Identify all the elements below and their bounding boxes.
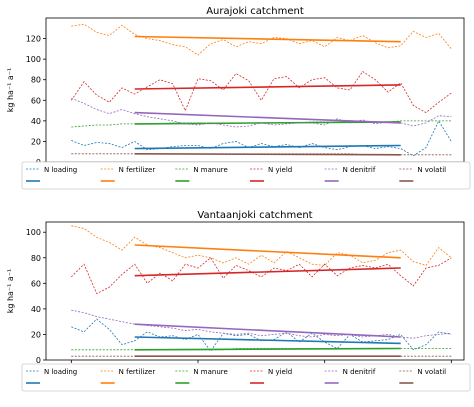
series-line-trend bbox=[134, 267, 401, 277]
y-tick-label: 40 bbox=[31, 117, 41, 126]
y-tick-label: 120 bbox=[26, 35, 41, 44]
y-axis-label: kg ha⁻¹ a⁻¹ bbox=[6, 269, 15, 314]
legend-label: N denitrif bbox=[343, 166, 376, 174]
y-tick-label: 20 bbox=[31, 137, 41, 146]
chart-title: Vantaanjoki catchment bbox=[197, 210, 312, 221]
y-tick-label: 100 bbox=[26, 228, 41, 237]
legend: N loading N fertilizer N manure N yield N de… bbox=[21, 161, 471, 190]
series-line-trend bbox=[134, 336, 401, 345]
legend-label: N denitrif bbox=[343, 368, 376, 376]
legend-frame bbox=[21, 363, 471, 392]
series-line-trend bbox=[134, 121, 401, 125]
y-tick-label: 100 bbox=[26, 55, 41, 64]
legend-label: N loading bbox=[44, 166, 77, 174]
series-line-annual bbox=[71, 23, 452, 56]
y-tick-label: 80 bbox=[31, 76, 41, 85]
series-line-trend bbox=[134, 144, 401, 150]
series-line-annual bbox=[71, 120, 452, 157]
legend-label: N volatil bbox=[417, 166, 446, 174]
y-tick-label: 60 bbox=[31, 279, 41, 288]
legend-label: N yield bbox=[268, 166, 292, 174]
y-tick-label: 80 bbox=[31, 254, 41, 263]
series-line-annual bbox=[71, 318, 452, 352]
series-line-trend bbox=[134, 323, 401, 338]
series-line-annual bbox=[71, 309, 452, 339]
series-line-trend bbox=[134, 347, 401, 351]
series-line-annual bbox=[71, 225, 452, 266]
legend-label: N loading bbox=[44, 368, 77, 376]
series-line-annual bbox=[71, 257, 452, 295]
series-line-trend bbox=[134, 244, 401, 259]
legend-frame bbox=[21, 161, 471, 190]
chart-title: Aurajoki catchment bbox=[206, 6, 304, 17]
legend-label: N manure bbox=[193, 368, 227, 376]
plot-frame bbox=[45, 221, 465, 361]
series-line-trend bbox=[134, 111, 401, 124]
y-axis-label: kg ha⁻¹ a⁻¹ bbox=[6, 68, 15, 113]
legend-label: N fertilizer bbox=[119, 368, 156, 376]
y-tick-label: 20 bbox=[31, 330, 41, 339]
series-line-trend bbox=[134, 35, 401, 43]
chart-vantaanjoki: Vantaanjoki catchment kg ha⁻¹ a⁻¹ 0 20 40 60 8… bbox=[6, 210, 471, 392]
legend-label: N yield bbox=[268, 368, 292, 376]
legend: N loading N fertilizer N manure N yield N de… bbox=[21, 363, 471, 392]
y-tick-label: 40 bbox=[31, 305, 41, 314]
y-tick-label: 60 bbox=[31, 96, 41, 105]
series-line-trend bbox=[134, 153, 401, 156]
legend-label: N manure bbox=[193, 166, 227, 174]
series-line-trend bbox=[134, 84, 401, 90]
y-tick-label: 0 bbox=[36, 356, 41, 365]
legend-label: N volatil bbox=[417, 368, 446, 376]
series-line-annual bbox=[70, 70, 452, 114]
legend-label: N fertilizer bbox=[119, 166, 156, 174]
